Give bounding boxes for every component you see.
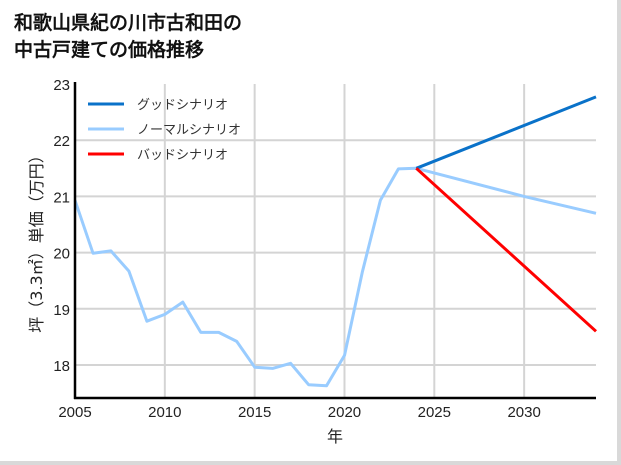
y-tick-label: 20 — [53, 246, 70, 263]
x-axis-label: 年 — [327, 427, 343, 446]
chart-title: 和歌山県紀の川市古和田の 中古戸建ての価格推移 — [14, 10, 242, 64]
x-tick-label: 2015 — [238, 404, 271, 421]
y-tick-label: 21 — [53, 189, 70, 206]
series-line — [415, 167, 598, 333]
x-tick-label: 2005 — [58, 404, 91, 421]
x-tick-label: 2020 — [328, 404, 361, 421]
x-tick-label: 2030 — [507, 404, 540, 421]
y-axis-label: 坪（3.3㎡）単価（万円） — [27, 147, 46, 332]
chart-title-line-1: 和歌山県紀の川市古和田の — [14, 12, 243, 34]
x-tick-label: 2010 — [148, 404, 181, 421]
legend-label: バッドシナリオ — [137, 148, 228, 163]
y-tick-label: 19 — [53, 302, 70, 319]
axes — [73, 82, 596, 400]
series-line — [73, 166, 597, 388]
y-tick-label: 23 — [53, 77, 70, 94]
data-lines — [73, 95, 598, 388]
series-line — [415, 95, 597, 170]
y-tick-label: 22 — [53, 133, 70, 150]
chart-title-line-2: 中古戸建ての価格推移 — [14, 39, 205, 61]
y-tick-label: 18 — [53, 358, 70, 375]
tick-labels: 2005 2010 2015 2020 2025 2030 18 19 20 21 22 23 — [53, 77, 541, 421]
x-tick-label: 2025 — [418, 404, 451, 421]
legend-label: ノーマルシナリオ — [137, 123, 241, 138]
legend-label: グッドシナリオ — [137, 98, 228, 113]
